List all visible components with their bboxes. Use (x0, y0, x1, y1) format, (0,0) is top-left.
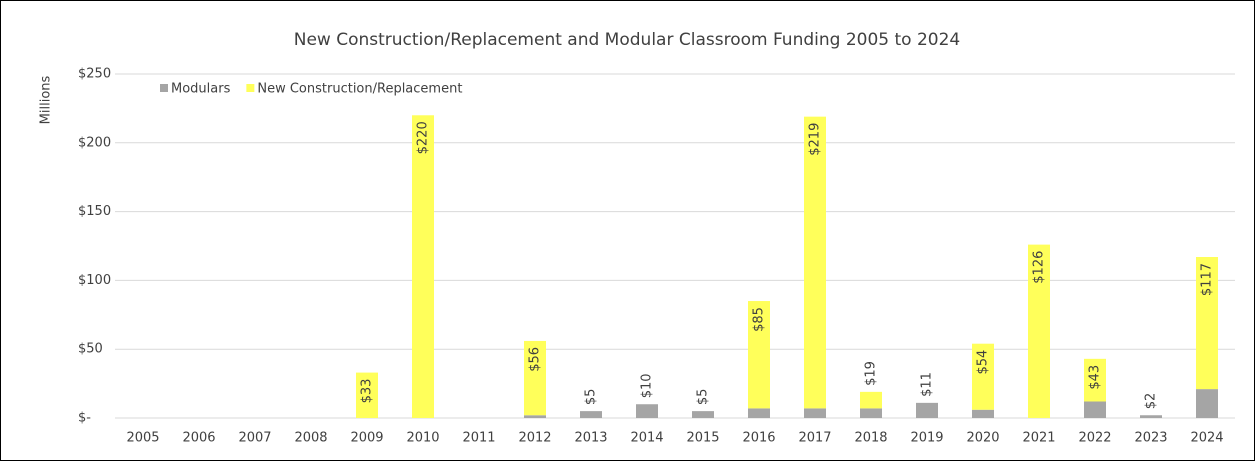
bar-segment (1084, 358, 1106, 402)
legend-label: Modulars (171, 82, 231, 97)
data-label: $19 (864, 361, 879, 386)
x-tick-label: 2006 (182, 431, 215, 446)
data-label: $11 (920, 372, 935, 397)
bar-segment (636, 404, 658, 418)
y-tick-label: $150 (78, 204, 111, 219)
data-label: $220 (416, 121, 431, 154)
data-label: $5 (584, 389, 599, 406)
x-tick-label: 2009 (350, 431, 383, 446)
bar-segment (748, 301, 770, 409)
bar-segment (860, 408, 882, 418)
bar-segment (1028, 244, 1050, 418)
legend-swatch (160, 84, 168, 92)
data-label: $33 (360, 379, 375, 404)
bar-segment (692, 411, 714, 418)
bar-segment (1196, 389, 1218, 418)
x-tick-label: 2016 (742, 431, 775, 446)
bar-segment (804, 116, 826, 409)
x-tick-label: 2005 (126, 431, 159, 446)
x-tick-label: 2008 (294, 431, 327, 446)
x-tick-label: 2022 (1078, 431, 1111, 446)
data-label: $85 (752, 307, 767, 332)
bar-segment (972, 343, 994, 410)
x-tick-label: 2011 (462, 431, 495, 446)
x-tick-label: 2024 (1190, 431, 1223, 446)
data-label: $126 (1032, 251, 1047, 284)
chart-title: New Construction/Replacement and Modular… (294, 30, 961, 50)
y-axis-label: Millions (39, 75, 54, 124)
bar-segment (1196, 257, 1218, 390)
bar-segment (356, 372, 378, 418)
y-tick-label: $100 (78, 273, 111, 288)
x-tick-label: 2019 (910, 431, 943, 446)
y-tick-label: $250 (78, 67, 111, 82)
data-label: $56 (528, 347, 543, 372)
x-tick-label: 2023 (1134, 431, 1167, 446)
data-label: $54 (976, 350, 991, 375)
data-label: $10 (640, 373, 655, 398)
data-label: $2 (1144, 393, 1159, 410)
x-tick-label: 2017 (798, 431, 831, 446)
legend-swatch (246, 84, 255, 92)
x-tick-label: 2007 (238, 431, 271, 446)
data-label: $219 (808, 123, 823, 156)
bar-segment (916, 402, 938, 418)
y-tick-label: $- (78, 411, 91, 426)
x-tick-label: 2010 (406, 431, 439, 446)
x-tick-label: 2012 (518, 431, 551, 446)
x-tick-label: 2020 (966, 431, 999, 446)
bar-segment (860, 391, 882, 409)
bar-segment (804, 408, 826, 418)
bar-segment (412, 115, 434, 418)
y-tick-label: $50 (78, 342, 103, 357)
bar-segment (524, 415, 546, 418)
bar-segment (1084, 401, 1106, 418)
y-tick-label: $200 (78, 135, 111, 150)
x-tick-label: 2015 (686, 431, 719, 446)
bar-segment (972, 409, 994, 418)
bar-segment (524, 340, 546, 416)
data-label: $5 (696, 389, 711, 406)
x-tick-label: 2018 (854, 431, 887, 446)
x-tick-label: 2021 (1022, 431, 1055, 446)
data-label: $43 (1088, 365, 1103, 390)
data-label: $117 (1200, 263, 1215, 296)
x-tick-label: 2013 (574, 431, 607, 446)
legend-label: New Construction/Replacement (257, 82, 462, 97)
bar-segment (1140, 415, 1162, 418)
bar-segment (748, 408, 770, 418)
x-tick-label: 2014 (630, 431, 663, 446)
bar-segment (580, 411, 602, 418)
